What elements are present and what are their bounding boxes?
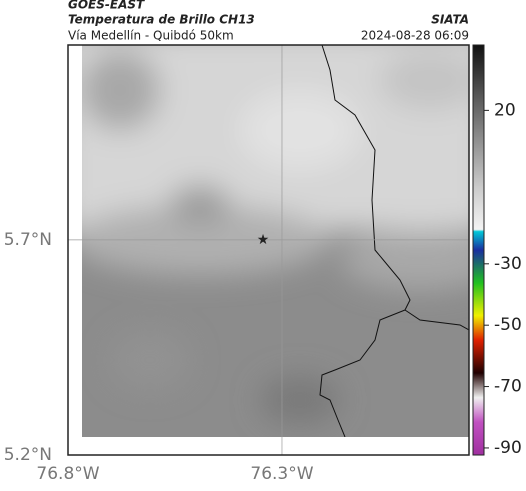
map-frame bbox=[67, 44, 470, 456]
colorbar-tick-label: 20 bbox=[494, 100, 516, 120]
y-tick-label: 5.2°N bbox=[4, 445, 52, 465]
datetime: 2024-08-28 06:09 bbox=[361, 29, 469, 43]
colorbar-tick-label: -70 bbox=[494, 377, 522, 397]
source: SIATA bbox=[431, 13, 469, 27]
location-marker: ★ bbox=[257, 232, 270, 248]
location: Vía Medellín - Quibdó 50km bbox=[68, 29, 234, 43]
colorbar-tick-label: -30 bbox=[494, 254, 522, 274]
colorbar bbox=[472, 44, 485, 456]
y-tick-label: 5.7°N bbox=[4, 230, 52, 250]
x-tick-label: 76.3°W bbox=[250, 464, 313, 484]
subtitle: Temperatura de Brillo CH13 bbox=[68, 13, 255, 27]
x-tick-label: 76.8°W bbox=[36, 464, 99, 484]
title: GOES-EAST bbox=[68, 0, 145, 12]
colorbar-tick-label: -90 bbox=[494, 438, 522, 458]
satellite-image bbox=[82, 45, 469, 437]
colorbar-tick-label: -50 bbox=[494, 315, 522, 335]
